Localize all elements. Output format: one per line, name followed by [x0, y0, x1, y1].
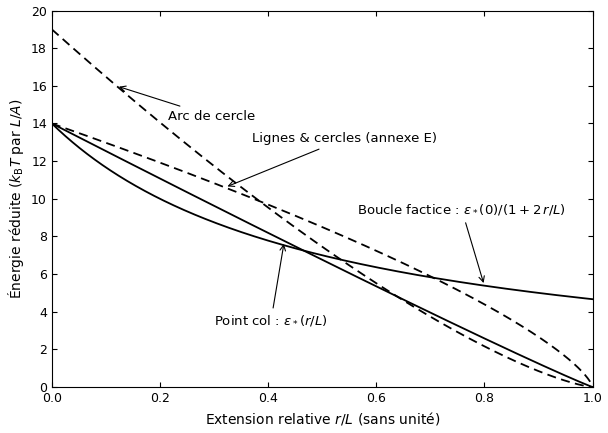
Text: Boucle factice : $\varepsilon_*(0)/(1 + 2\,r/L)$: Boucle factice : $\varepsilon_*(0)/(1 + … — [358, 203, 566, 282]
X-axis label: Extension relative $r/L$ (sans unité): Extension relative $r/L$ (sans unité) — [204, 410, 440, 427]
Text: Point col : $\varepsilon_*(r/L)$: Point col : $\varepsilon_*(r/L)$ — [214, 245, 328, 328]
Y-axis label: Énergie réduite ($k_{\mathrm{B}}T$ par $L/A$): Énergie réduite ($k_{\mathrm{B}}T$ par $… — [5, 99, 26, 299]
Text: Arc de cercle: Arc de cercle — [120, 86, 255, 123]
Text: Lignes & cercles (annexe E): Lignes & cercles (annexe E) — [229, 132, 437, 187]
